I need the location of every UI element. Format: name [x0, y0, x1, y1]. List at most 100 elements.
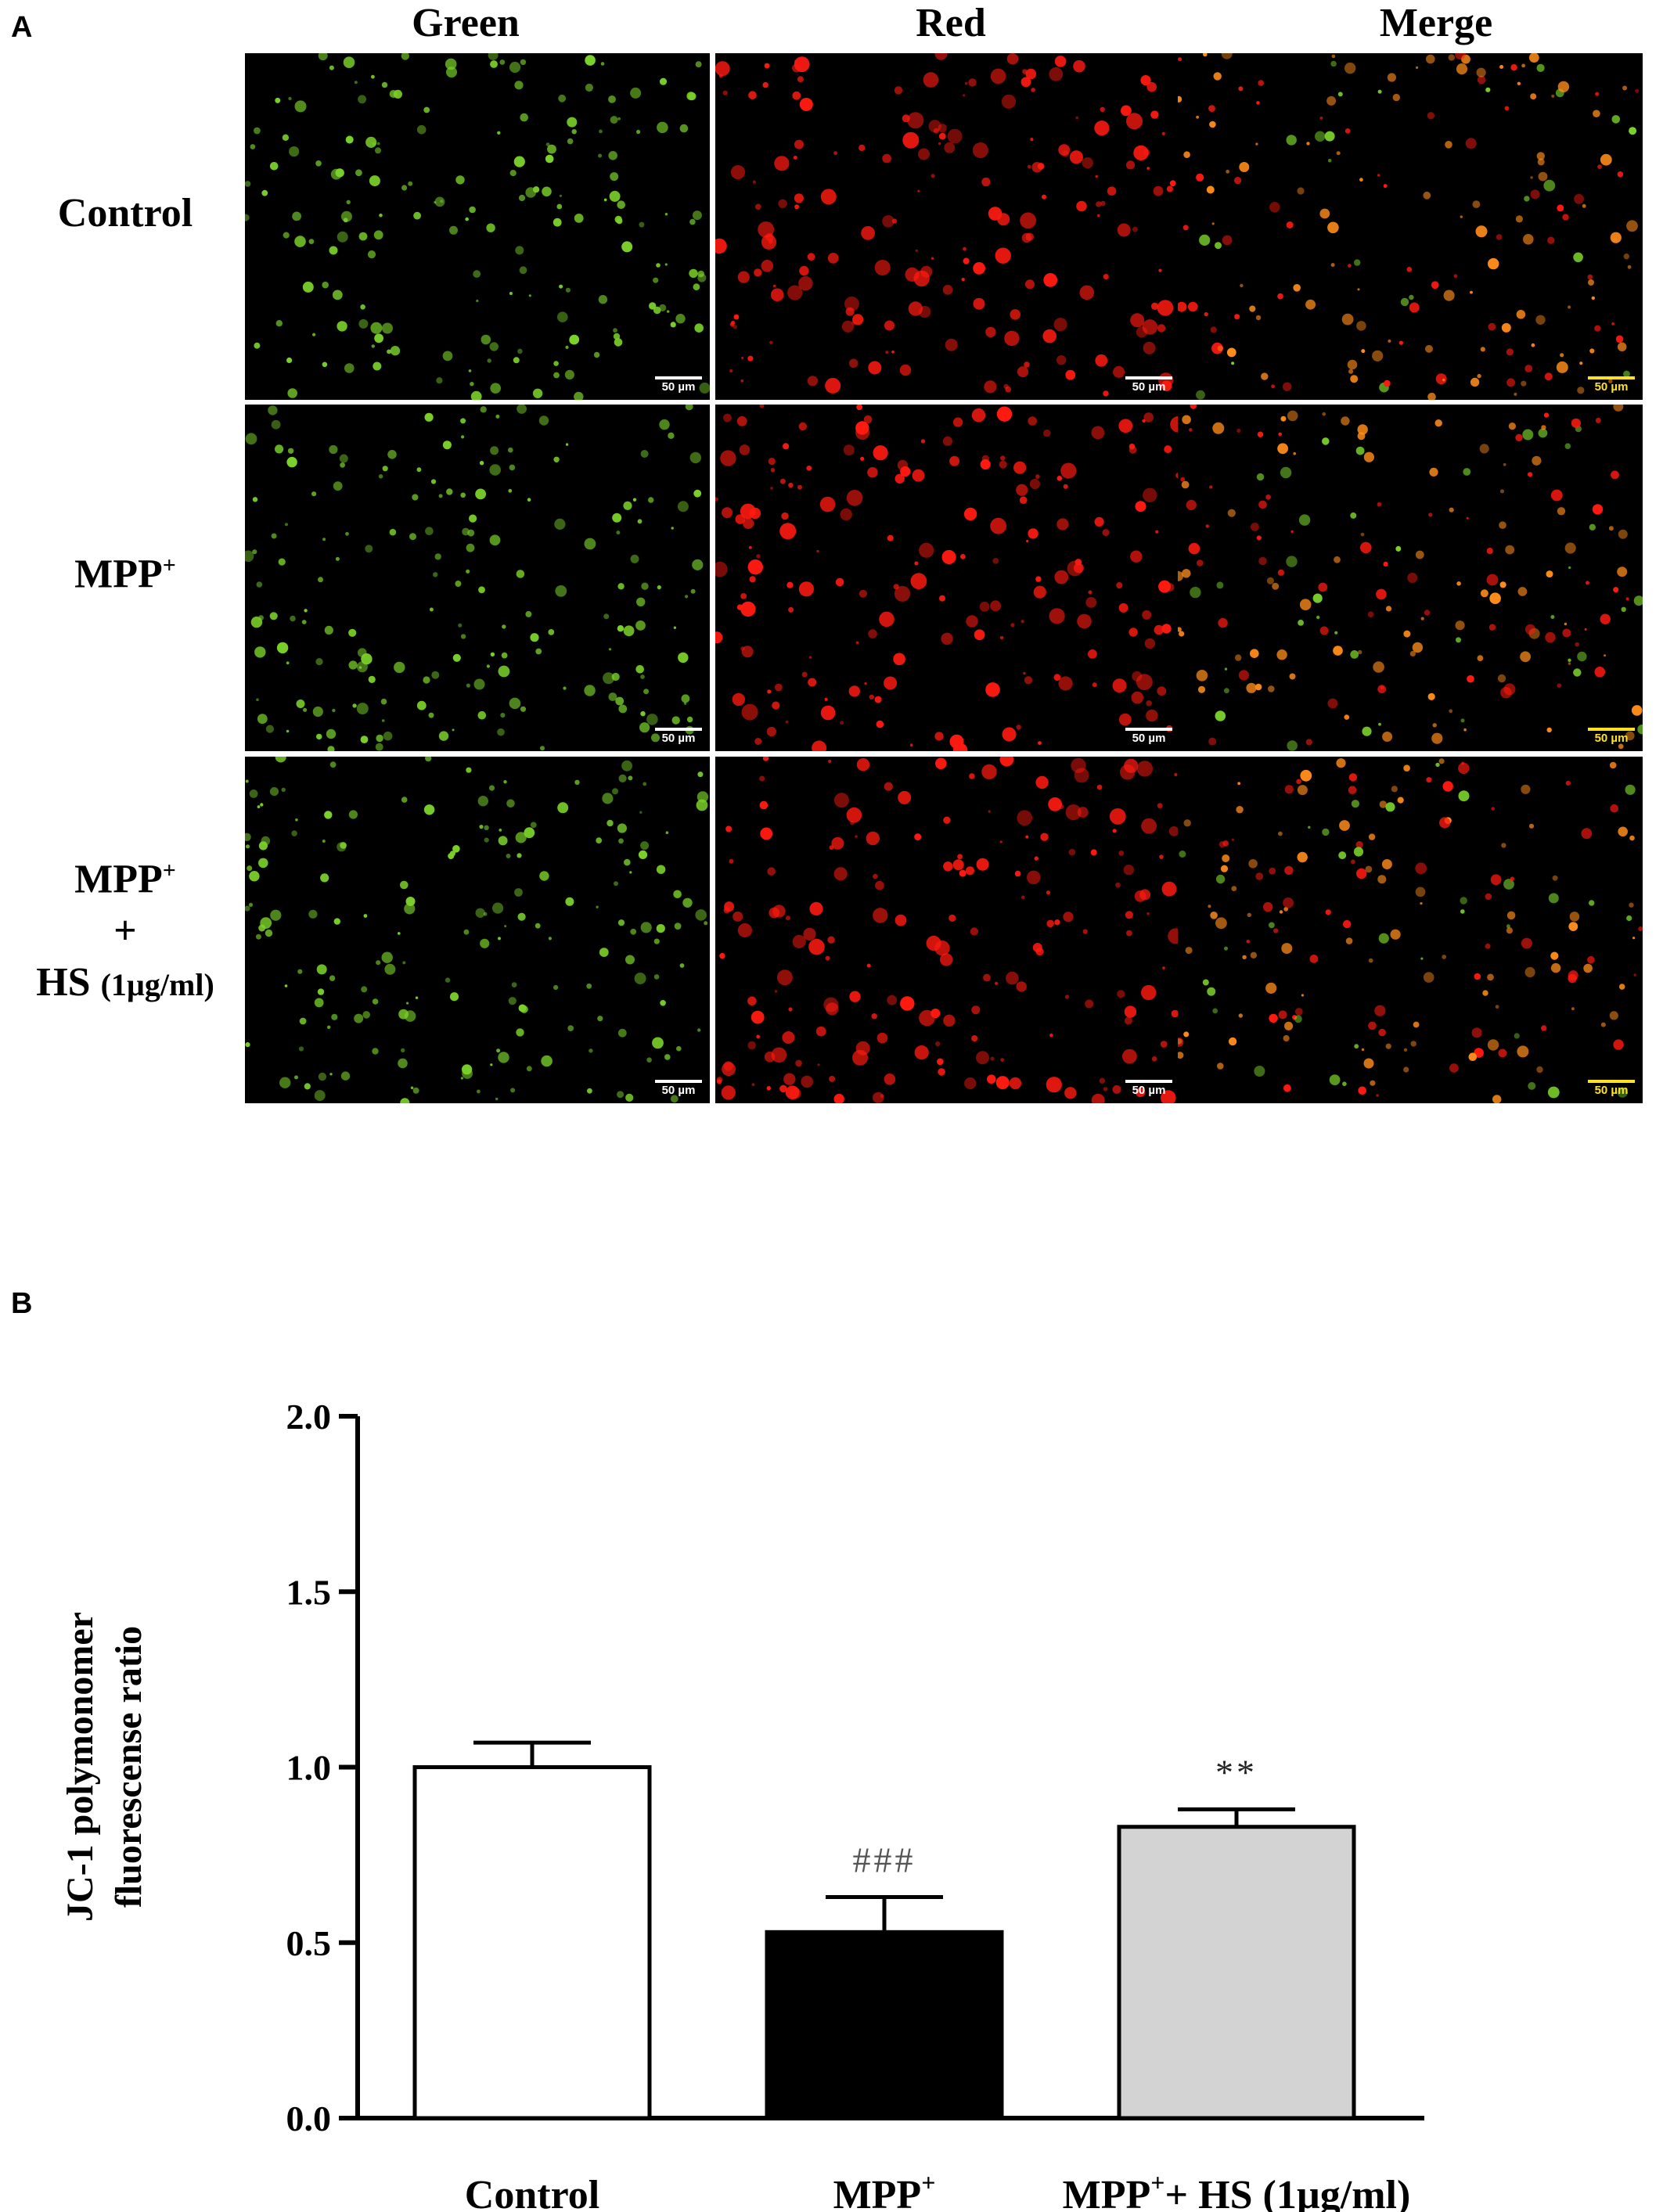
cell-signal: [1100, 200, 1106, 207]
cell-signal: [1224, 667, 1228, 671]
cell-signal: [636, 129, 641, 135]
cell-signal: [245, 844, 250, 849]
cell-signal: [1283, 1034, 1290, 1042]
cell-signal: [985, 326, 996, 338]
cell-signal: [1117, 990, 1125, 998]
cell-signal: [882, 215, 894, 228]
cell-signal: [365, 545, 373, 553]
cell-signal: [873, 445, 888, 461]
cell-signal: [466, 543, 475, 552]
cell-signal: [1506, 378, 1516, 387]
cell-signal: [1142, 319, 1158, 335]
cell-signal: [722, 507, 733, 519]
cell-signal: [1385, 802, 1395, 812]
cell-signal: [1131, 691, 1144, 704]
cell-signal: [1486, 548, 1493, 555]
cell-signal: [1501, 843, 1506, 848]
cell-signal: [401, 185, 408, 191]
cell-signal: [1456, 637, 1461, 643]
cell-signal: [1261, 372, 1269, 380]
cell-signal: [1094, 516, 1104, 527]
cell-signal: [1499, 581, 1506, 588]
cell-signal: [1222, 840, 1229, 847]
cell-signal: [585, 83, 593, 92]
cell-signal: [1206, 185, 1215, 194]
cell-signal: [271, 419, 281, 430]
cell-signal: [1298, 620, 1304, 626]
cell-signal: [617, 625, 625, 632]
scale-bar: 50 µm: [1125, 728, 1172, 745]
cell-signal: [484, 825, 489, 830]
cell-signal: [693, 489, 702, 498]
cell-signal: [1595, 92, 1600, 96]
cell-signal: [741, 646, 754, 658]
cell-signal: [1358, 1086, 1366, 1095]
cell-signal: [1265, 495, 1271, 500]
cell-signal: [337, 321, 347, 332]
cell-signal: [1379, 800, 1387, 808]
cell-signal: [1627, 264, 1632, 269]
cell-signal: [541, 1055, 553, 1067]
cell-signal: [1150, 110, 1159, 119]
cell-signal: [1568, 566, 1571, 570]
cell-signal: [434, 196, 445, 207]
cell-signal: [1180, 477, 1186, 482]
cell-signal: [466, 569, 470, 574]
cell-signal: [295, 818, 298, 822]
cell-signal: [610, 116, 618, 124]
significance-annotation: **: [1215, 1752, 1258, 1792]
cell-signal: [999, 635, 1004, 640]
cell-signal: [593, 351, 600, 358]
cell-signal: [616, 531, 621, 535]
cell-signal: [1615, 335, 1624, 343]
cell-signal: [469, 206, 476, 214]
cell-signal: [1217, 345, 1223, 351]
cell-signal: [1517, 1045, 1529, 1058]
cell-signal: [943, 1014, 956, 1027]
cell-signal: [660, 1000, 666, 1006]
cell-signal: [785, 720, 789, 724]
cell-signal: [382, 322, 393, 334]
cell-signal: [612, 513, 622, 523]
cell-signal: [697, 791, 709, 803]
cell-signal: [686, 716, 693, 723]
cell-signal: [1141, 984, 1157, 1001]
cell-signal: [940, 953, 953, 966]
cell-signal: [609, 190, 621, 202]
cell-signal: [322, 281, 329, 289]
cell-signal: [538, 415, 549, 426]
cell-signal: [1592, 504, 1604, 515]
cell-signal: [715, 561, 728, 577]
cell-signal: [976, 858, 989, 871]
cell-signal: [1096, 201, 1102, 207]
cell-signal: [509, 61, 521, 74]
cell-signal: [827, 253, 839, 264]
cell-signal: [449, 225, 458, 235]
cell-signal: [1403, 764, 1410, 772]
cell-signal: [1023, 671, 1026, 675]
cell-signal: [653, 306, 661, 315]
cell-signal: [1573, 252, 1583, 263]
cell-signal: [1118, 851, 1125, 856]
cell-signal: [797, 76, 804, 83]
cell-signal: [1568, 662, 1571, 665]
cell-signal: [787, 285, 803, 300]
cell-signal: [442, 351, 453, 361]
cell-signal: [752, 180, 756, 184]
cell-signal: [1091, 426, 1105, 440]
cell-signal: [1398, 340, 1403, 345]
cell-signal: [938, 1068, 945, 1076]
cell-signal: [1621, 606, 1626, 612]
micrograph-image: [715, 405, 1180, 751]
cell-signal: [1143, 487, 1157, 502]
cell-signal: [384, 963, 396, 975]
cell-signal: [1010, 623, 1015, 628]
cell-signal: [1322, 437, 1330, 445]
cell-signal: [616, 218, 623, 225]
cell-signal: [1040, 833, 1049, 841]
cell-signal: [823, 997, 839, 1012]
cell-signal: [1238, 86, 1244, 92]
cell-signal: [1017, 366, 1028, 378]
cell-signal: [1196, 173, 1204, 182]
cell-signal: [275, 444, 284, 454]
